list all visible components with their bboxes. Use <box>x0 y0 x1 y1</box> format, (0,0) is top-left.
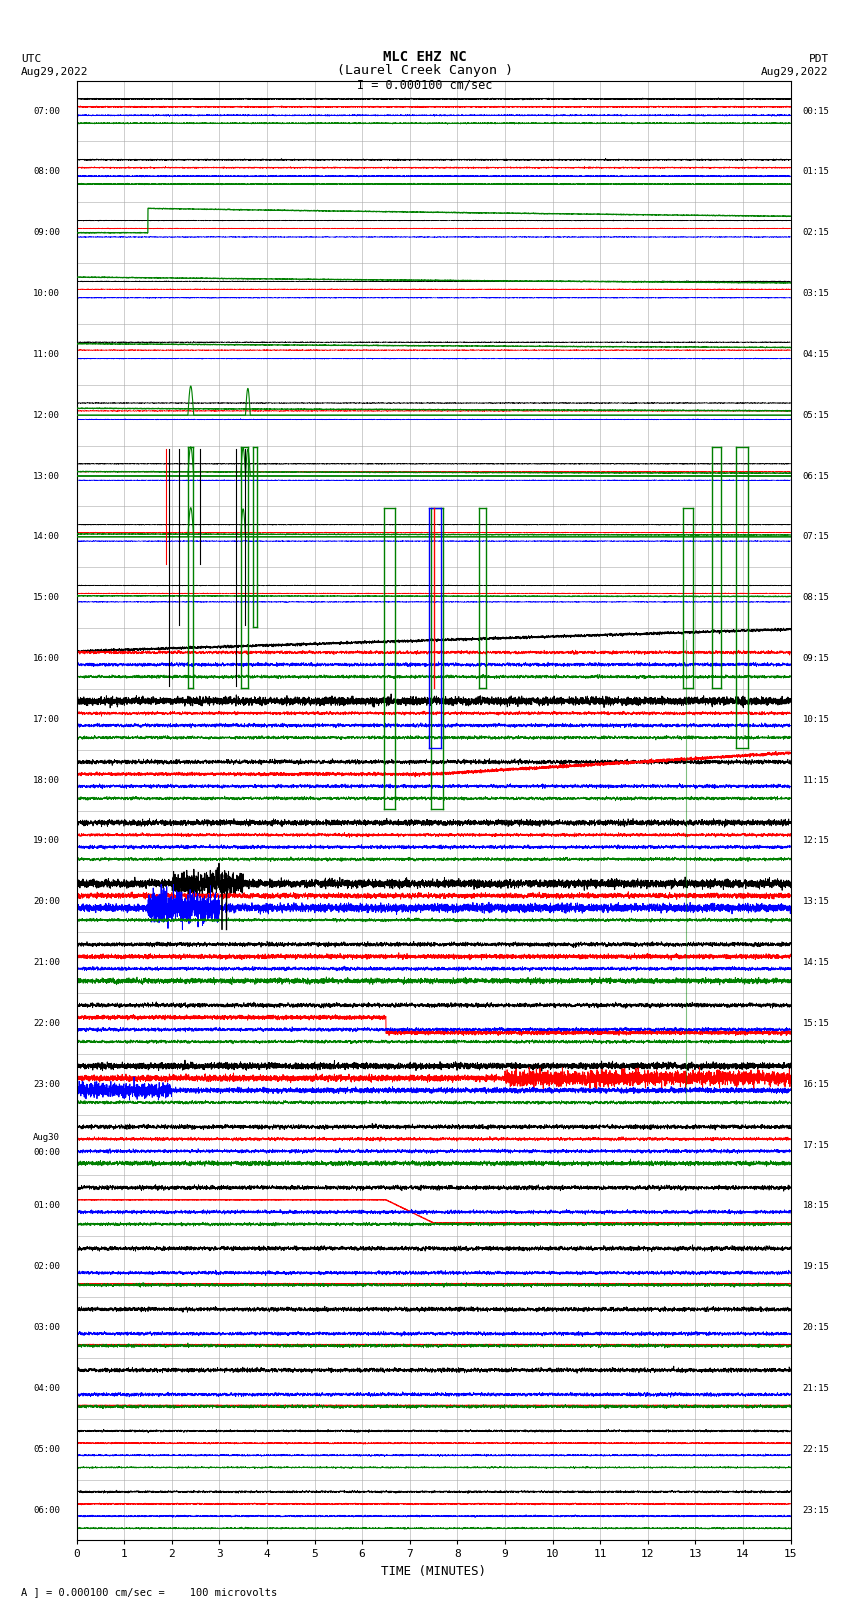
Text: Aug29,2022: Aug29,2022 <box>21 68 88 77</box>
Text: 00:15: 00:15 <box>802 106 830 116</box>
Text: 19:15: 19:15 <box>802 1263 830 1271</box>
Text: 17:00: 17:00 <box>33 715 60 724</box>
Text: 05:00: 05:00 <box>33 1445 60 1453</box>
Text: 11:00: 11:00 <box>33 350 60 358</box>
Text: 13:00: 13:00 <box>33 471 60 481</box>
Text: 23:00: 23:00 <box>33 1079 60 1089</box>
Text: 08:15: 08:15 <box>802 594 830 602</box>
Text: 16:15: 16:15 <box>802 1079 830 1089</box>
Text: 22:15: 22:15 <box>802 1445 830 1453</box>
Text: (Laurel Creek Canyon ): (Laurel Creek Canyon ) <box>337 65 513 77</box>
Text: 00:00: 00:00 <box>33 1148 60 1157</box>
Text: 18:15: 18:15 <box>802 1202 830 1210</box>
Text: 07:00: 07:00 <box>33 106 60 116</box>
Text: 04:00: 04:00 <box>33 1384 60 1394</box>
Text: 11:15: 11:15 <box>802 776 830 784</box>
Text: 09:15: 09:15 <box>802 653 830 663</box>
Text: 01:00: 01:00 <box>33 1202 60 1210</box>
Text: 22:00: 22:00 <box>33 1019 60 1027</box>
Text: Aug29,2022: Aug29,2022 <box>762 68 829 77</box>
Text: 13:15: 13:15 <box>802 897 830 907</box>
Text: 12:00: 12:00 <box>33 411 60 419</box>
Text: A ] = 0.000100 cm/sec =    100 microvolts: A ] = 0.000100 cm/sec = 100 microvolts <box>21 1587 277 1597</box>
Text: 06:15: 06:15 <box>802 471 830 481</box>
Text: 16:00: 16:00 <box>33 653 60 663</box>
Text: 21:00: 21:00 <box>33 958 60 968</box>
Text: 20:00: 20:00 <box>33 897 60 907</box>
Text: 18:00: 18:00 <box>33 776 60 784</box>
Text: 05:15: 05:15 <box>802 411 830 419</box>
Text: 04:15: 04:15 <box>802 350 830 358</box>
Text: 03:00: 03:00 <box>33 1323 60 1332</box>
Text: 15:00: 15:00 <box>33 594 60 602</box>
Text: UTC: UTC <box>21 53 42 65</box>
Text: 01:15: 01:15 <box>802 168 830 176</box>
Text: 14:15: 14:15 <box>802 958 830 968</box>
Text: 08:00: 08:00 <box>33 168 60 176</box>
Text: 20:15: 20:15 <box>802 1323 830 1332</box>
Text: 19:00: 19:00 <box>33 837 60 845</box>
Text: 12:15: 12:15 <box>802 837 830 845</box>
Text: Aug30: Aug30 <box>33 1134 60 1142</box>
Text: 17:15: 17:15 <box>802 1140 830 1150</box>
Text: MLC EHZ NC: MLC EHZ NC <box>383 50 467 65</box>
Text: 07:15: 07:15 <box>802 532 830 542</box>
Text: 02:00: 02:00 <box>33 1263 60 1271</box>
Text: 15:15: 15:15 <box>802 1019 830 1027</box>
Text: 10:15: 10:15 <box>802 715 830 724</box>
Text: 03:15: 03:15 <box>802 289 830 298</box>
Text: PDT: PDT <box>808 53 829 65</box>
Text: 02:15: 02:15 <box>802 227 830 237</box>
Text: 23:15: 23:15 <box>802 1505 830 1515</box>
Text: 06:00: 06:00 <box>33 1505 60 1515</box>
Text: 09:00: 09:00 <box>33 227 60 237</box>
X-axis label: TIME (MINUTES): TIME (MINUTES) <box>381 1565 486 1578</box>
Text: 21:15: 21:15 <box>802 1384 830 1394</box>
Text: 10:00: 10:00 <box>33 289 60 298</box>
Text: 14:00: 14:00 <box>33 532 60 542</box>
Text: I = 0.000100 cm/sec: I = 0.000100 cm/sec <box>357 77 493 90</box>
